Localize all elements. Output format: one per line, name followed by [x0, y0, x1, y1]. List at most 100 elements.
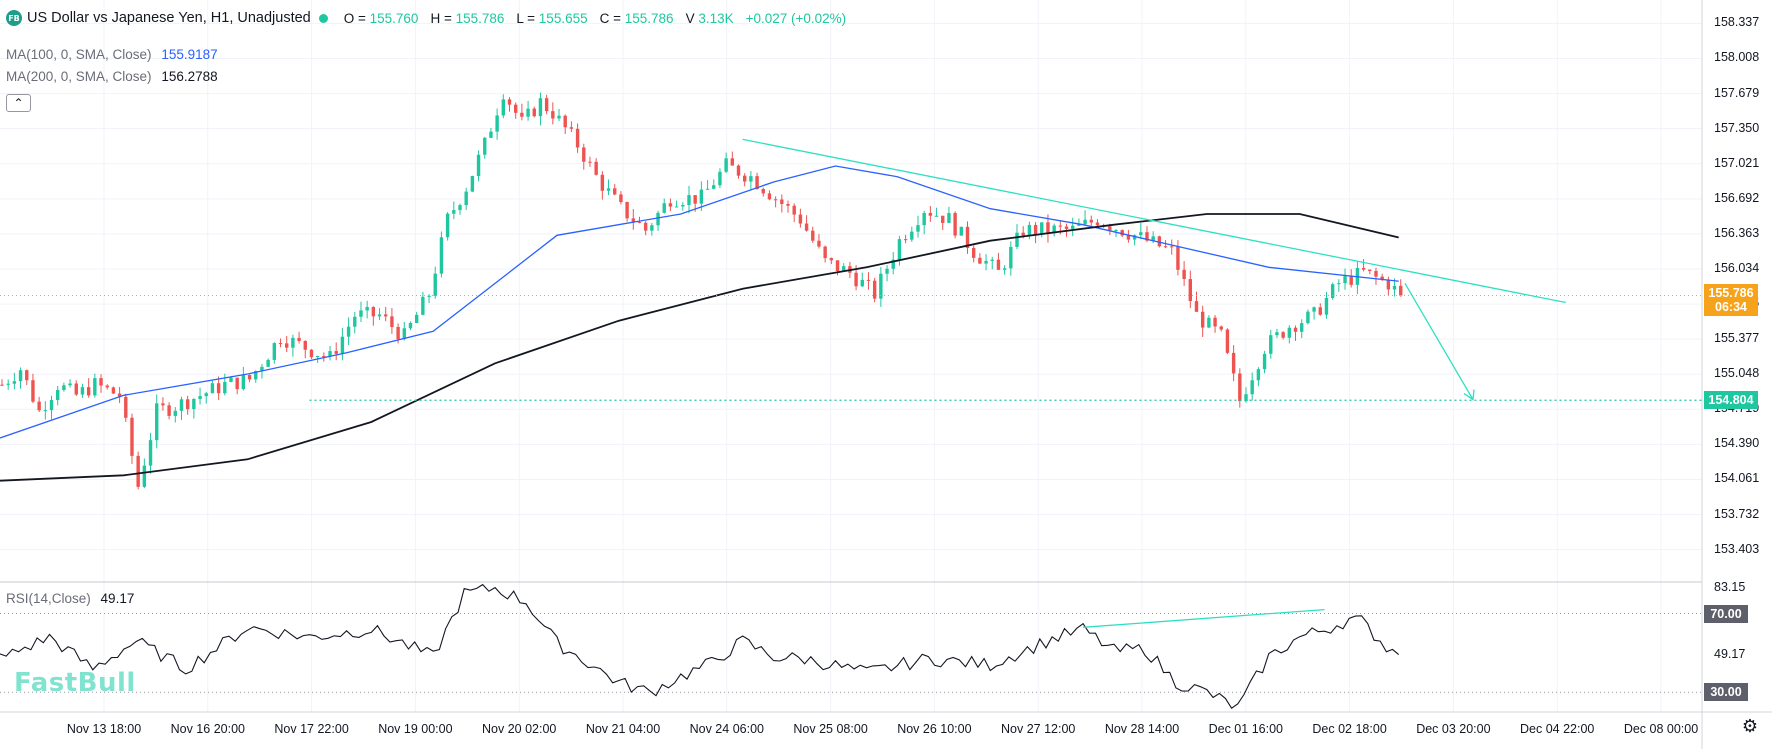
candle — [891, 251, 895, 275]
candle-body — [1157, 236, 1162, 247]
candle — [631, 208, 635, 230]
candle-body — [1009, 246, 1013, 269]
candle-body — [1318, 307, 1322, 315]
candle-body — [718, 171, 722, 186]
candle — [965, 221, 970, 254]
candle — [625, 201, 629, 222]
candle-body — [68, 383, 72, 386]
candle — [736, 164, 741, 179]
candle-body — [1213, 317, 1217, 327]
candle-body — [1287, 327, 1292, 338]
candle-body — [229, 377, 233, 382]
candle-body — [1145, 232, 1149, 241]
candle-body — [433, 273, 437, 296]
candle — [1275, 328, 1279, 338]
candle — [241, 366, 246, 391]
candle — [501, 94, 506, 119]
candle-body — [730, 158, 735, 166]
candle-body — [117, 393, 122, 397]
rsi-legend[interactable]: RSI(14,Close) 49.17 — [6, 591, 134, 606]
candle-body — [1374, 270, 1378, 277]
candle — [668, 198, 673, 211]
collapse-legend-button[interactable]: ⌃ — [6, 94, 31, 112]
price-change: +0.027 (+0.02%) — [745, 10, 847, 26]
time-tick-label: Dec 02 18:00 — [1312, 722, 1387, 736]
candle-body — [1200, 311, 1205, 328]
ohlc-value: 155.786 — [455, 10, 505, 26]
candle-body — [829, 258, 834, 261]
candle-body — [1399, 285, 1403, 296]
price-tick-label: 155.048 — [1714, 366, 1760, 381]
candle — [563, 114, 567, 135]
candle — [1089, 215, 1093, 227]
candle — [1300, 319, 1304, 339]
candle-body — [1269, 335, 1273, 354]
candle-body — [421, 296, 425, 315]
time-tick-label: Nov 21 04:00 — [585, 722, 661, 736]
candle — [724, 152, 728, 174]
candle-body — [619, 194, 623, 203]
candle — [247, 374, 252, 383]
candle — [1287, 325, 1292, 344]
rsi-pane — [0, 583, 1702, 709]
candle-body — [606, 188, 611, 191]
candle — [928, 206, 933, 222]
ma200-legend[interactable]: MA(200, 0, SMA, Close) 156.2788 — [6, 69, 218, 84]
candle-body — [588, 161, 592, 163]
candle — [495, 108, 499, 140]
candle-body — [674, 206, 679, 208]
candle — [569, 121, 574, 132]
candle-body — [1182, 269, 1186, 280]
candle-body — [538, 98, 543, 117]
candle — [1200, 305, 1205, 337]
rsi-name: RSI(14,Close) — [6, 591, 91, 606]
gear-icon[interactable]: ⚙ — [1741, 716, 1758, 736]
candle-body — [903, 239, 908, 241]
candle-body — [693, 195, 697, 204]
candle-body — [1238, 373, 1242, 402]
chart-grid — [0, 0, 1702, 712]
ohlc-key: C = — [599, 10, 625, 26]
candle — [377, 308, 382, 321]
candle-body — [712, 185, 716, 189]
candle — [1306, 309, 1310, 325]
symbol-title[interactable]: US Dollar vs Japanese Yen, H1, Unadjuste… — [27, 10, 311, 26]
candle-body — [817, 240, 821, 247]
time-tick-label: Nov 25 08:00 — [793, 722, 868, 736]
ma100-legend[interactable]: MA(100, 0, SMA, Close) 155.9187 — [6, 47, 218, 62]
candle — [117, 386, 122, 404]
candle-body — [1188, 279, 1193, 302]
candle-body — [594, 161, 598, 175]
candle — [1318, 303, 1322, 316]
price-tick-label: 157.679 — [1714, 85, 1760, 100]
last-price-tag: 155.786 06:34 — [1704, 284, 1758, 317]
candle-body — [1275, 332, 1279, 336]
time-tick-label: Nov 27 12:00 — [1001, 722, 1076, 736]
candle — [860, 272, 864, 288]
candle-body — [111, 387, 116, 394]
candle-body — [1126, 235, 1131, 240]
candle — [817, 234, 821, 249]
candle — [185, 395, 190, 415]
candle — [643, 221, 648, 236]
candle-body — [1256, 369, 1261, 381]
candle-body — [1083, 219, 1087, 225]
candle-body — [990, 259, 994, 261]
candle-body — [303, 340, 307, 350]
candle-body — [1027, 224, 1032, 236]
candle — [408, 321, 413, 331]
candle-body — [872, 280, 877, 299]
candle-body — [464, 191, 468, 206]
candle-body — [408, 322, 413, 329]
candle — [105, 384, 109, 390]
candle — [12, 372, 17, 390]
candle-body — [1392, 285, 1397, 290]
candle — [538, 92, 543, 126]
candle-body — [371, 306, 376, 317]
candle — [25, 369, 29, 385]
candle-body — [1170, 246, 1174, 248]
candle — [1231, 345, 1236, 382]
candle — [223, 373, 227, 396]
